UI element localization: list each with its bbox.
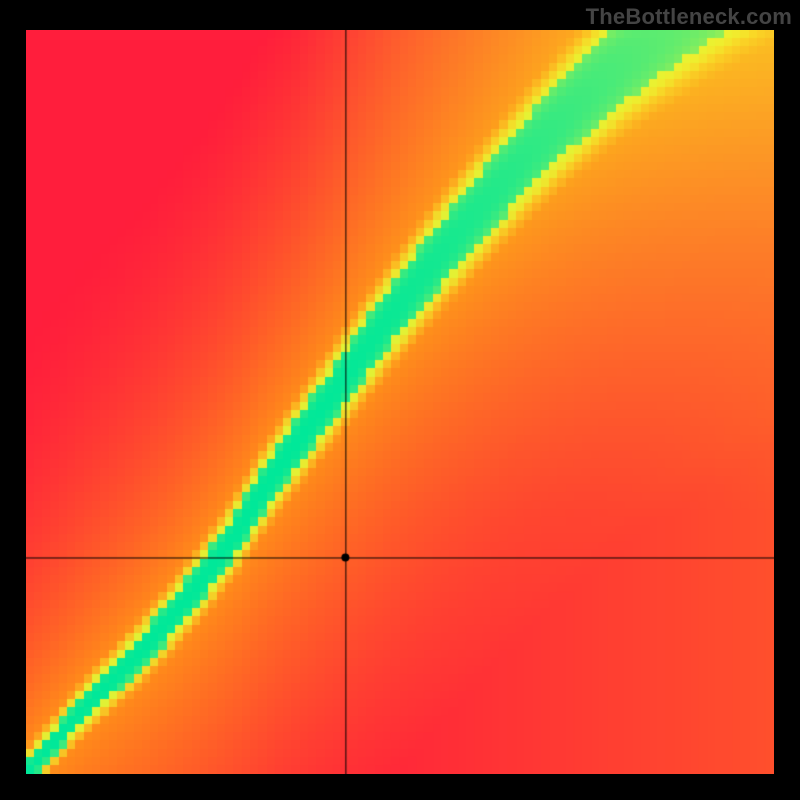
heatmap-canvas bbox=[26, 30, 774, 774]
watermark-label: TheBottleneck.com bbox=[586, 4, 792, 30]
chart-container: TheBottleneck.com bbox=[0, 0, 800, 800]
